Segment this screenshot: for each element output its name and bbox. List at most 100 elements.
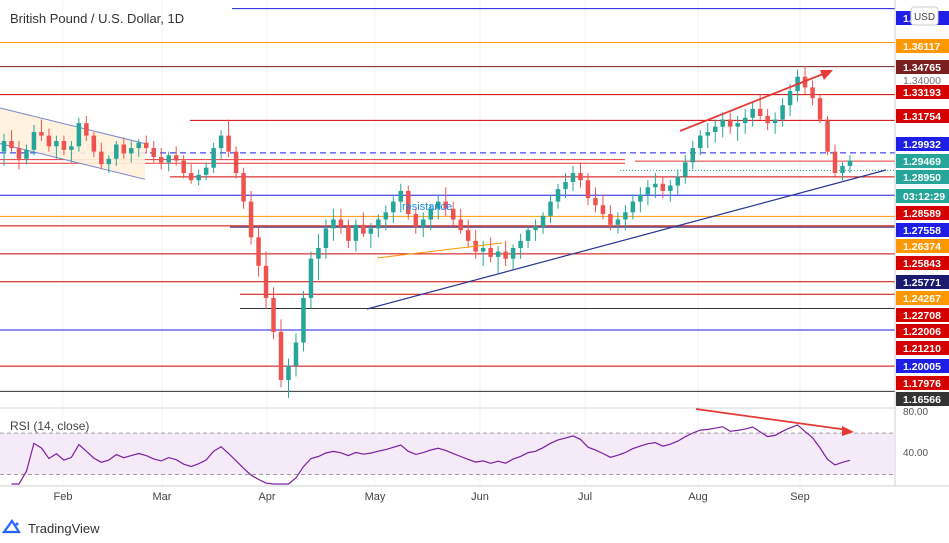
candle-body	[525, 230, 531, 241]
candle-body	[548, 201, 553, 216]
candle-body	[106, 158, 112, 165]
candle-body	[391, 201, 396, 213]
candle-body	[413, 214, 419, 227]
candle-body	[151, 148, 156, 158]
time-axis-label: Aug	[688, 491, 708, 503]
candle-body	[144, 142, 149, 149]
candle-body	[233, 151, 239, 174]
horizontal-levels	[0, 8, 895, 392]
candle-body	[91, 135, 97, 152]
candle-body	[9, 140, 14, 149]
candle-body	[675, 176, 681, 186]
currency-button[interactable]: USD	[910, 6, 939, 26]
price-badge-label: 1.31754	[903, 111, 941, 123]
candle-body	[76, 123, 82, 147]
candle-body	[615, 219, 621, 225]
candle-body	[203, 167, 209, 175]
candle-body	[368, 228, 374, 234]
candle-body	[757, 108, 763, 116]
candle-body	[129, 148, 134, 154]
candle-body	[705, 132, 710, 136]
candle-body	[263, 265, 269, 298]
trend-drawings: resistance	[366, 70, 887, 310]
candle-body	[638, 194, 643, 202]
price-badge	[896, 291, 949, 305]
price-badge-label: 1.25771	[903, 277, 941, 289]
price-badge	[896, 39, 949, 53]
rsi-line	[11, 424, 851, 485]
candle-body	[196, 174, 201, 181]
time-axis-label: Jul	[578, 491, 592, 503]
bearish-divergence-arrowhead	[842, 426, 854, 436]
channel-lower-line	[0, 143, 146, 180]
candle-body	[61, 140, 67, 150]
candle-body	[727, 119, 733, 127]
candle-body	[488, 247, 493, 257]
rsi-band	[0, 433, 895, 475]
candle-body	[353, 224, 359, 241]
bullish-arrow-line	[679, 71, 829, 132]
candle-body	[338, 219, 344, 227]
price-badge-label: 1.22006	[903, 326, 941, 338]
brand-name: TradingView	[28, 521, 100, 536]
price-badge	[896, 359, 949, 373]
candle-body	[398, 190, 404, 202]
candle-body	[750, 108, 755, 118]
candle-body	[181, 160, 186, 174]
candle-body	[443, 201, 448, 209]
candle-body	[720, 119, 725, 127]
candle-body	[323, 228, 329, 248]
candle-body	[458, 219, 463, 231]
price-badge-label: 1.28589	[903, 208, 941, 220]
price-badge	[896, 256, 949, 270]
rsi-label: RSI (14, close)	[10, 419, 89, 433]
candle-body	[585, 180, 591, 199]
price-badge	[896, 275, 949, 289]
price-badge	[896, 206, 949, 220]
price-badge	[896, 60, 949, 74]
price-badge-label: 1.33193	[903, 87, 941, 99]
candle-body	[114, 144, 119, 159]
candle-body	[121, 144, 127, 154]
candle-body	[563, 181, 568, 190]
candle-body	[16, 148, 22, 159]
price-badge-label: 03:12:29	[903, 191, 945, 203]
price-badge-label: 1.27558	[903, 225, 941, 237]
price-badge-label: 1.26374	[903, 241, 941, 253]
time-axis-label: Mar	[153, 491, 172, 503]
price-badge-label: 1.17976	[903, 378, 941, 390]
price-axis-badges: 1.381.361171.347651.340001.331931.317541…	[896, 11, 949, 406]
grid	[62, 0, 801, 486]
price-badge	[896, 189, 949, 203]
price-badge-label: 1.29469	[903, 156, 941, 168]
candle-body	[188, 173, 194, 181]
price-axis-tick: 1.34000	[903, 75, 941, 87]
candle-body	[211, 148, 216, 168]
candle-body	[600, 205, 606, 215]
tradingview-logo[interactable]: TradingView	[1, 519, 100, 536]
candle-body	[158, 157, 164, 163]
candle-body	[825, 119, 830, 152]
price-badge-label: 1.16566	[903, 394, 941, 406]
candle-body	[136, 142, 142, 149]
price-badge-label: 1.25843	[903, 258, 941, 270]
candle-body	[623, 212, 628, 220]
candle-body	[660, 183, 666, 191]
candle-body	[31, 132, 37, 150]
candle-body	[735, 123, 740, 127]
price-badge	[896, 239, 949, 253]
time-axis-label: Jun	[471, 491, 489, 503]
candle-body	[278, 331, 284, 381]
price-badge	[896, 223, 949, 237]
price-badge	[896, 109, 949, 123]
resistance-annotation: resistance	[402, 201, 452, 213]
candle-body	[286, 365, 291, 381]
price-badge-label: 1.34765	[903, 62, 941, 74]
candle-body	[555, 189, 561, 202]
candle-body	[503, 251, 508, 259]
time-axis-label: Feb	[54, 491, 73, 503]
price-badge-label: 1.22708	[903, 310, 941, 322]
candle-body	[293, 342, 299, 366]
candle-body	[54, 140, 59, 147]
